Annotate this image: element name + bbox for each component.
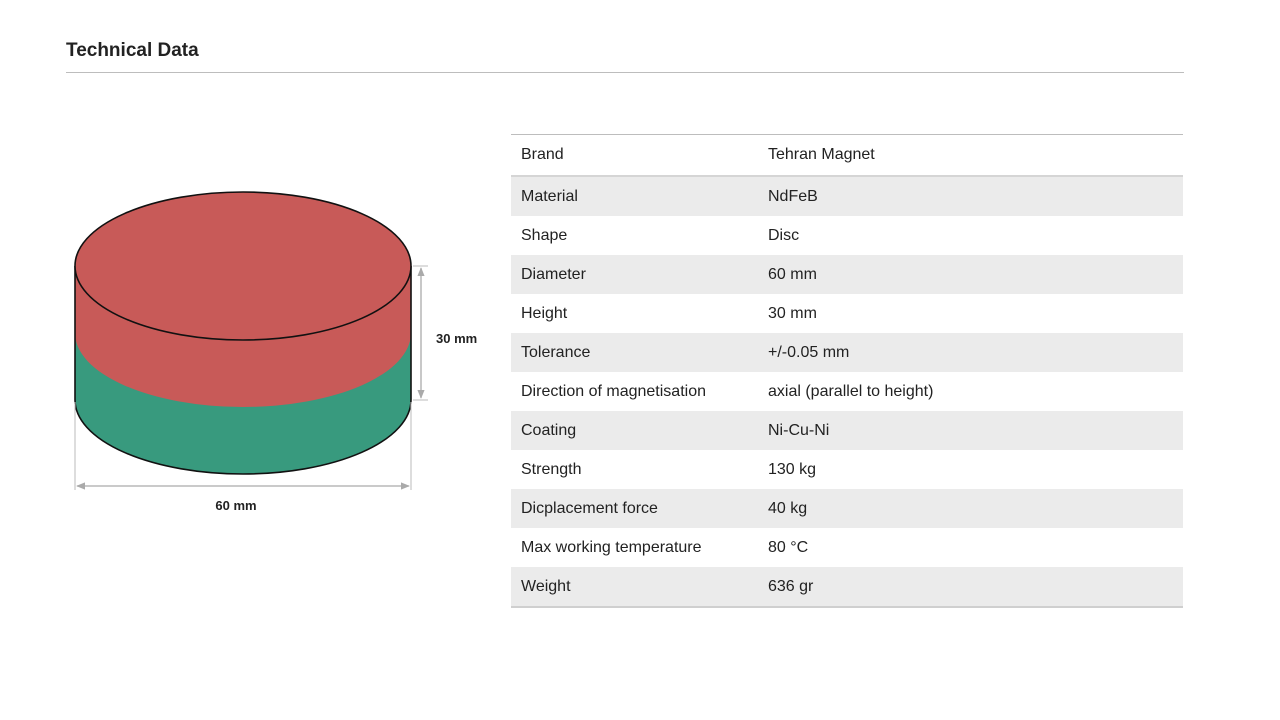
table-row: Material NdFeB [511, 177, 1183, 216]
property-value: 636 gr [768, 577, 814, 595]
table-row: Brand Tehran Magnet [511, 135, 1183, 177]
table-row: Dicplacement force 40 kg [511, 489, 1183, 528]
spec-table: Brand Tehran Magnet Material NdFeB Shape Disc… [511, 134, 1183, 608]
page-title: Technical Data [66, 40, 199, 61]
property-name: Max working temperature [521, 538, 702, 556]
height-label: 30 mm [436, 331, 477, 346]
property-name: Direction of magnetisation [521, 382, 706, 400]
property-name: Shape [521, 226, 568, 244]
property-name: Dicplacement force [521, 499, 658, 517]
table-row: Max working temperature 80 °C [511, 528, 1183, 567]
property-value: 40 kg [768, 499, 808, 517]
diameter-label: 60 mm [215, 498, 256, 513]
table-row: Coating Ni-Cu-Ni [511, 411, 1183, 450]
property-value: Tehran Magnet [768, 146, 875, 163]
table-row: Direction of magnetisation axial (paralle… [511, 372, 1183, 411]
property-value: 60 mm [768, 265, 817, 283]
disc-side-green [75, 333, 411, 474]
property-name: Coating [521, 421, 577, 439]
property-value: +/-0.05 mm [768, 343, 850, 361]
property-value: NdFeB [768, 187, 818, 205]
table-row: Strength 130 kg [511, 450, 1183, 489]
property-name: Strength [521, 460, 582, 478]
table-row: Diameter 60 mm [511, 255, 1183, 294]
property-value: Ni-Cu-Ni [768, 421, 830, 439]
table-row: Weight 636 gr [511, 567, 1183, 606]
table-row: Shape Disc [511, 216, 1183, 255]
property-name: Brand [521, 146, 564, 163]
property-name: Height [521, 304, 568, 322]
property-value: 130 kg [768, 460, 817, 478]
property-name: Tolerance [521, 343, 591, 361]
disc-diagram: 30 mm 60 mm [74, 191, 477, 513]
property-name: Diameter [521, 265, 586, 283]
property-value: 30 mm [768, 304, 817, 322]
property-value: axial (parallel to height) [768, 382, 934, 400]
property-name: Weight [521, 577, 571, 595]
property-name: Material [521, 187, 578, 205]
property-value: Disc [768, 226, 800, 244]
disc-outline [74, 266, 412, 475]
table-row: Height 30 mm [511, 294, 1183, 333]
property-value: 80 °C [768, 538, 809, 556]
disc-top [74, 191, 412, 341]
table-row: Tolerance +/-0.05 mm [511, 333, 1183, 372]
title-rule [66, 72, 1184, 73]
